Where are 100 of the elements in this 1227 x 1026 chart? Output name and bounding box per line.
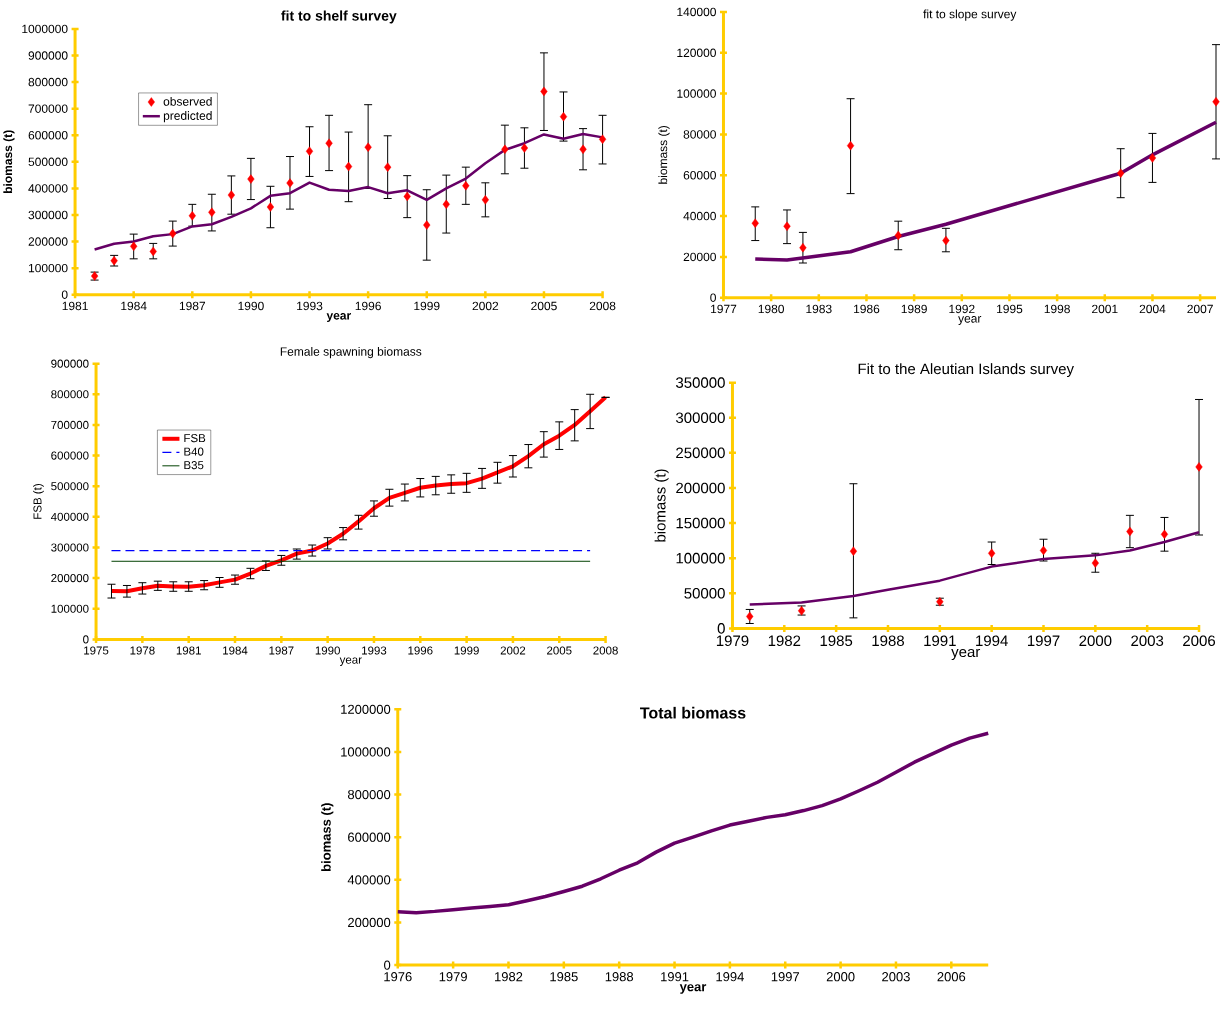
chart-title: Fit to the Aleutian Islands survey (858, 363, 1074, 378)
x-tick-label: 1981 (176, 646, 201, 655)
point (208, 207, 216, 218)
point (345, 161, 353, 172)
y-tick-label: 200000 (51, 574, 89, 583)
point (799, 242, 807, 253)
chart-title: fit to slope survey (923, 9, 1017, 21)
x-tick-label: 1979 (439, 972, 467, 982)
point (227, 190, 235, 200)
x-tick-label: 1987 (269, 646, 294, 655)
x-tick-label: 1996 (355, 301, 381, 311)
point (559, 111, 568, 122)
x-tick-label: 1990 (315, 646, 340, 655)
x-tick-label: 1986 (854, 304, 880, 314)
y-tick-label: 900000 (51, 359, 89, 368)
line-series (748, 530, 1201, 606)
y-tick-label: 200000 (348, 917, 391, 928)
y-tick-label: 60000 (683, 171, 716, 180)
x-tick-label: 1999 (414, 301, 440, 311)
point (286, 178, 294, 188)
point (384, 162, 392, 172)
y-tick-label: 140000 (677, 7, 716, 17)
x-tick-label: 1993 (362, 646, 387, 655)
y-axis-title: biomass (t) (654, 469, 669, 542)
x-tick-label: 1997 (1027, 635, 1060, 647)
y-tick-label: 1200000 (341, 704, 391, 714)
point (579, 144, 587, 155)
chart-title: fit to shelf survey (281, 10, 397, 24)
y-tick-label: 300000 (51, 543, 89, 552)
x-tick-label: 1993 (297, 301, 323, 311)
y-tick-label: 900000 (28, 51, 68, 60)
x-tick-label: 1990 (238, 301, 264, 311)
x-tick-label: 2005 (531, 301, 557, 311)
x-tick-label: 2007 (1187, 304, 1213, 314)
point (188, 211, 196, 221)
y-tick-label: 100000 (28, 263, 68, 273)
y-tick-label: 0 (384, 960, 391, 970)
y-tick-label: 300000 (28, 210, 68, 220)
point (894, 230, 902, 241)
y-tick-label: 800000 (51, 390, 89, 399)
legend-label: predicted (163, 111, 212, 123)
point (520, 143, 528, 153)
x-tick-label: 1991 (661, 972, 689, 982)
point (169, 228, 177, 239)
y-tick-label: 250000 (676, 447, 725, 459)
x-tick-label: 1984 (121, 301, 147, 311)
point (1039, 545, 1048, 556)
y-tick-label: 0 (710, 293, 716, 302)
point (1160, 529, 1169, 539)
point (305, 146, 314, 156)
y-tick-label: 100000 (677, 89, 716, 98)
x-tick-label: 1988 (872, 635, 904, 647)
y-tick-label: 400000 (347, 875, 391, 885)
point (364, 142, 372, 152)
y-tick-label: 1000000 (22, 24, 68, 34)
y-tick-label: 400000 (50, 512, 89, 521)
x-tick-label: 2002 (500, 646, 526, 655)
y-tick-label: 800000 (347, 789, 391, 800)
point (442, 199, 450, 210)
y-tick-label: 50000 (684, 587, 725, 599)
x-tick-label: 1994 (716, 972, 744, 982)
x-axis-title: year (958, 316, 982, 326)
legend-label: B40 (184, 447, 204, 456)
x-tick-label: 1975 (84, 646, 109, 655)
x-tick-label: 1989 (901, 304, 927, 314)
point (849, 546, 857, 556)
point (1148, 153, 1157, 163)
x-axis-title: year (326, 313, 351, 323)
point (481, 195, 489, 205)
x-tick-label: 1998 (1044, 304, 1070, 314)
point (130, 241, 138, 252)
chart-title: Total biomass (640, 706, 746, 719)
x-tick-label: 1996 (408, 646, 433, 655)
x-tick-label: 2006 (937, 972, 966, 982)
x-tick-label: 1980 (758, 304, 784, 314)
point (942, 235, 950, 246)
x-tick-label: 1979 (716, 635, 749, 647)
point (247, 174, 255, 184)
y-tick-label: 200000 (28, 237, 68, 246)
x-axis-title: year (951, 648, 981, 661)
x-tick-label: 1991 (924, 635, 956, 647)
x-tick-label: 1994 (976, 635, 1008, 647)
x-tick-label: 1982 (768, 635, 801, 647)
x-tick-label: 1999 (454, 646, 479, 655)
y-tick-label: 400000 (28, 184, 68, 193)
x-axis-title: year (679, 984, 707, 994)
y-axis-title: FSB (t) (33, 484, 44, 519)
point (149, 246, 157, 257)
point (1117, 168, 1125, 178)
x-tick-label: 2000 (1079, 635, 1112, 647)
point (325, 138, 333, 148)
y-tick-label: 500000 (51, 482, 89, 491)
point (599, 134, 607, 144)
y-tick-label: 0 (717, 623, 725, 634)
x-tick-label: 2004 (1139, 304, 1166, 314)
point (462, 181, 470, 191)
x-tick-label: 1981 (62, 301, 88, 311)
legend-label: observed (163, 96, 212, 106)
y-tick-label: 120000 (677, 48, 716, 58)
y-tick-label: 20000 (683, 252, 716, 262)
